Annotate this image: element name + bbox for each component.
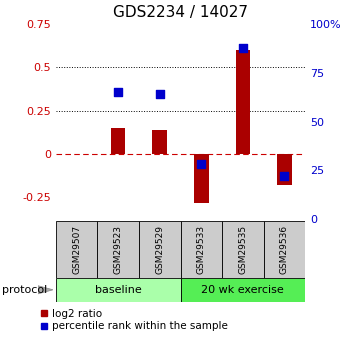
Bar bbox=[152, 130, 167, 154]
Point bbox=[116, 90, 121, 95]
Text: GSM29535: GSM29535 bbox=[238, 225, 247, 274]
Text: GSM29529: GSM29529 bbox=[155, 225, 164, 274]
Text: GSM29536: GSM29536 bbox=[280, 225, 289, 274]
Text: protocol: protocol bbox=[2, 286, 47, 295]
Text: baseline: baseline bbox=[95, 285, 142, 295]
Bar bbox=[97, 221, 139, 278]
Point bbox=[199, 162, 204, 167]
Text: GSM29523: GSM29523 bbox=[114, 225, 123, 274]
Point bbox=[240, 45, 245, 50]
Point bbox=[282, 174, 287, 179]
Bar bbox=[56, 221, 97, 278]
Bar bbox=[56, 278, 180, 302]
Text: GSM29533: GSM29533 bbox=[197, 225, 206, 274]
Bar bbox=[139, 221, 180, 278]
Bar bbox=[180, 278, 305, 302]
Bar bbox=[277, 154, 292, 185]
Point bbox=[157, 91, 162, 97]
Bar bbox=[180, 221, 222, 278]
Text: GSM29507: GSM29507 bbox=[72, 225, 81, 274]
Polygon shape bbox=[38, 286, 53, 294]
Bar bbox=[264, 221, 305, 278]
Text: 20 wk exercise: 20 wk exercise bbox=[201, 285, 284, 295]
Bar bbox=[111, 128, 126, 154]
Bar bbox=[222, 221, 264, 278]
Bar bbox=[235, 50, 250, 154]
Legend: log2 ratio, percentile rank within the sample: log2 ratio, percentile rank within the s… bbox=[41, 309, 227, 332]
Title: GDS2234 / 14027: GDS2234 / 14027 bbox=[113, 5, 248, 20]
Bar bbox=[194, 154, 209, 203]
